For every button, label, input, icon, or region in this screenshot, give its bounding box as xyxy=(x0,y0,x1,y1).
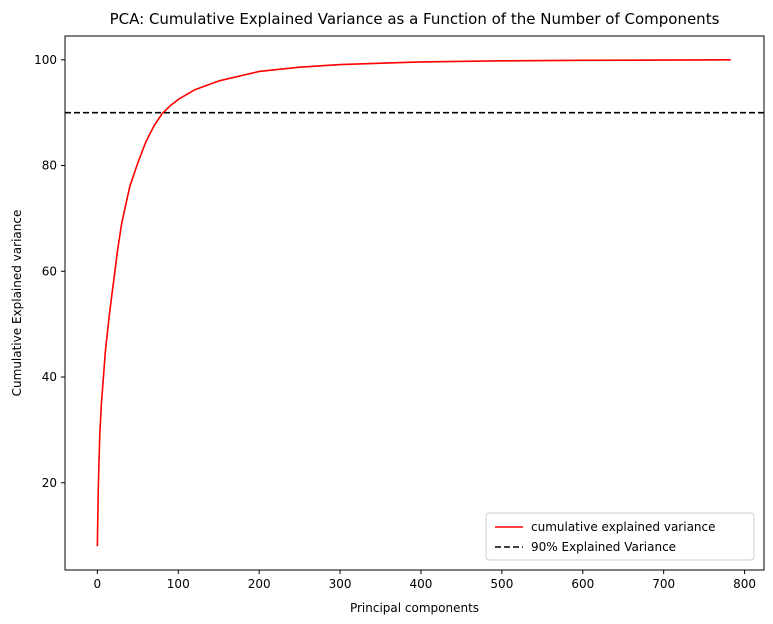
y-tick-label: 60 xyxy=(42,264,57,278)
x-tick-label: 500 xyxy=(490,577,513,591)
y-tick-label: 80 xyxy=(42,159,57,173)
x-tick-label: 400 xyxy=(410,577,433,591)
legend-label: cumulative explained variance xyxy=(531,520,716,534)
legend: cumulative explained variance 90% Explain… xyxy=(485,512,755,561)
x-tick-label: 600 xyxy=(571,577,594,591)
x-tick-label: 800 xyxy=(733,577,756,591)
y-tick-label: 20 xyxy=(42,476,57,490)
x-tick-label: 0 xyxy=(94,577,102,591)
series-line-cumulative-variance xyxy=(96,58,731,547)
x-tick-label: 200 xyxy=(248,577,271,591)
y-axis-label: Cumulative Explained variance xyxy=(10,210,24,397)
axes-frame xyxy=(64,35,765,571)
y-tick-label: 40 xyxy=(42,370,57,384)
x-tick-label: 100 xyxy=(167,577,190,591)
chart-title: PCA: Cumulative Explained Variance as a … xyxy=(110,10,720,28)
legend-box xyxy=(485,512,755,561)
x-tick-label: 700 xyxy=(652,577,675,591)
legend-label: 90% Explained Variance xyxy=(531,540,676,554)
y-tick-label: 100 xyxy=(34,53,57,67)
plot-area: 0 100 200 300 400 500 600 700 800 20 40 60 80 100 xyxy=(34,35,765,591)
x-tick-label: 300 xyxy=(329,577,352,591)
x-axis-label: Principal components xyxy=(350,601,479,615)
